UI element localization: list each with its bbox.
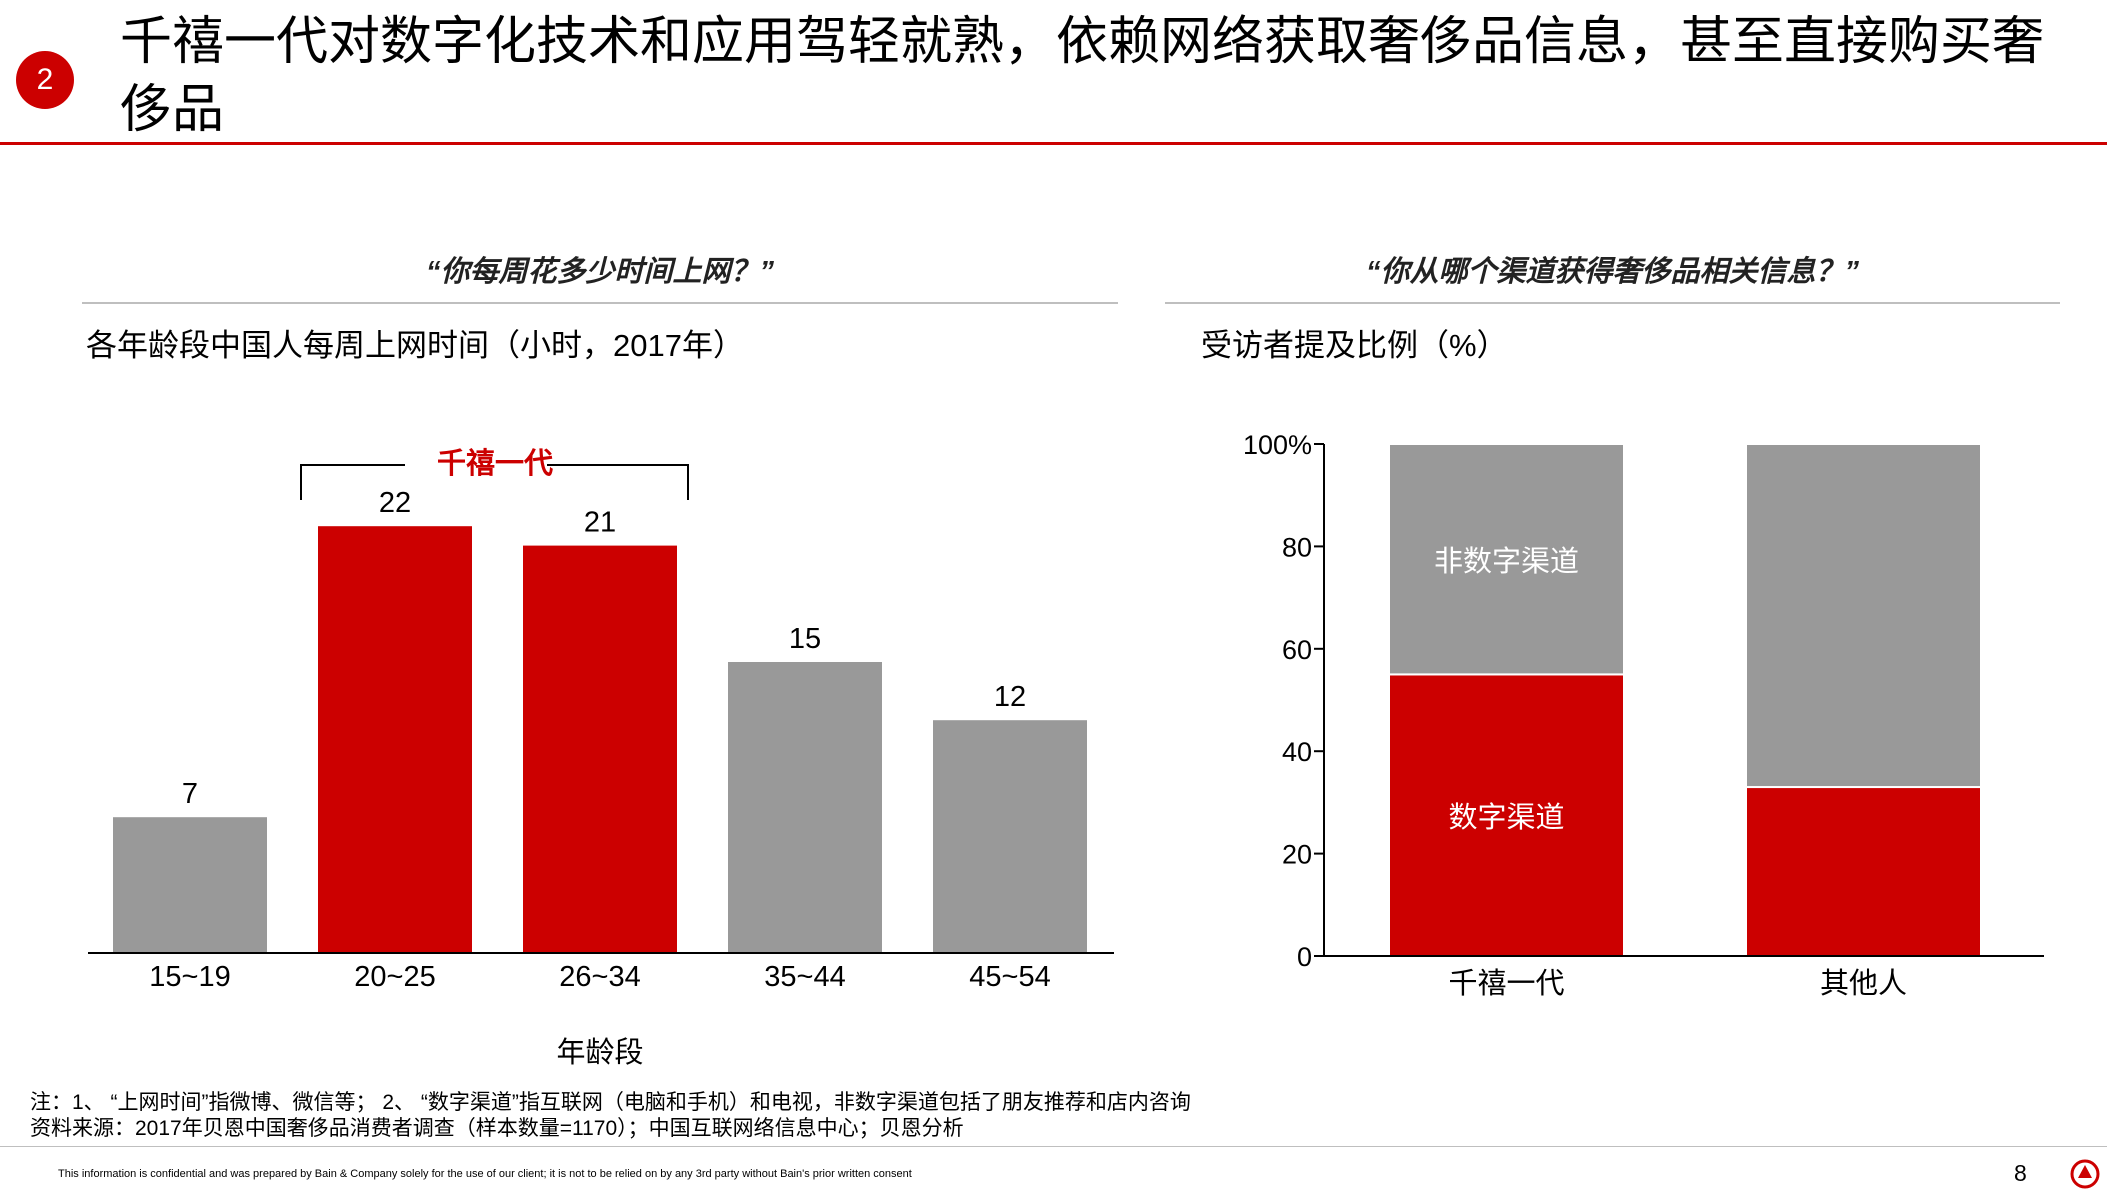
bar-45~54 bbox=[933, 720, 1087, 953]
x-tick-label: 35~44 bbox=[764, 961, 845, 993]
segment-非数字渠道-千禧一代 bbox=[1388, 443, 1625, 676]
segment-label: 非数字渠道 bbox=[1434, 545, 1579, 578]
x-tick-label: 15~19 bbox=[149, 961, 230, 993]
title-underline bbox=[0, 142, 2107, 145]
segment-label: 数字渠道 bbox=[1448, 801, 1564, 834]
left-chart-subtitle: 各年龄段中国人每周上网时间（小时，2017年） bbox=[86, 328, 744, 363]
x-tick-label: 20~25 bbox=[354, 961, 435, 993]
y-tick-label: 40 bbox=[1282, 737, 1312, 767]
segment-数字渠道-其他人 bbox=[1745, 786, 1982, 957]
bar-value-label: 7 bbox=[182, 778, 198, 810]
bar-value-label: 12 bbox=[994, 681, 1026, 713]
millennial-bracket bbox=[300, 464, 689, 500]
bar-35~44 bbox=[728, 662, 882, 953]
footer-divider bbox=[0, 1146, 2107, 1147]
x-tick-label: 45~54 bbox=[969, 961, 1050, 993]
bain-logo-icon bbox=[2070, 1159, 2100, 1189]
right-question: “你从哪个渠道获得奢侈品相关信息？” bbox=[1365, 256, 1859, 288]
bar-26~34 bbox=[523, 545, 677, 953]
bar-value-label: 21 bbox=[584, 507, 616, 539]
slide-title: 千禧一代对数字化技术和应用驾轻就熟，依赖网络获取奢侈品信息，甚至直接购买奢侈品 bbox=[120, 13, 2045, 139]
note-line: 注：1、 “上网时间”指微博、微信等； 2、 “数字渠道”指互联网（电脑和手机）… bbox=[30, 1091, 1191, 1114]
y-tick-label: 0 bbox=[1297, 942, 1312, 972]
confidentiality-disclaimer: This information is confidential and was… bbox=[58, 1168, 912, 1180]
bar-20~25 bbox=[318, 526, 472, 953]
left-divider bbox=[82, 302, 1118, 304]
right-divider bbox=[1165, 302, 2060, 304]
x-category-label: 其他人 bbox=[1820, 967, 1907, 1000]
y-tick-label: 80 bbox=[1282, 532, 1312, 562]
left-x-axis-title: 年龄段 bbox=[556, 1036, 643, 1069]
bar-value-label: 22 bbox=[379, 487, 411, 519]
bar-value-label: 15 bbox=[789, 623, 821, 655]
segment-非数字渠道-其他人 bbox=[1745, 443, 1982, 789]
x-category-label: 千禧一代 bbox=[1448, 967, 1564, 1000]
section-number-badge: 2 bbox=[16, 51, 74, 109]
segment-数字渠道-千禧一代 bbox=[1388, 673, 1625, 958]
chart-notes: 注：1、 “上网时间”指微博、微信等； 2、 “数字渠道”指互联网（电脑和手机）… bbox=[30, 1090, 1191, 1142]
page-number: 8 bbox=[2014, 1160, 2027, 1186]
y-tick-label: 100% bbox=[1243, 430, 1312, 460]
y-tick-label: 20 bbox=[1282, 840, 1312, 870]
x-tick-label: 26~34 bbox=[559, 961, 640, 993]
bar-15~19 bbox=[113, 817, 267, 953]
millennial-bracket-label: 千禧一代 bbox=[437, 447, 553, 480]
source-line: 资料来源：2017年贝恩中国奢侈品消费者调查（样本数量=1170）；中国互联网络… bbox=[30, 1117, 964, 1140]
right-chart-subtitle: 受访者提及比例（%） bbox=[1201, 328, 1508, 363]
y-tick-label: 60 bbox=[1282, 635, 1312, 665]
left-question: “你每周花多少时间上网？” bbox=[425, 256, 774, 288]
